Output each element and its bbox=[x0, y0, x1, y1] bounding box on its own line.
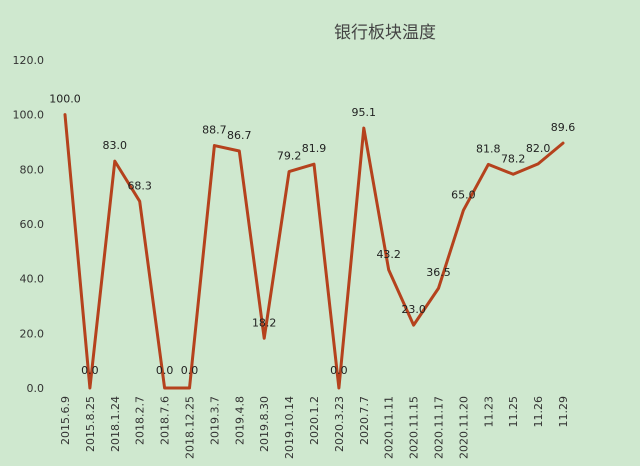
x-tick-label: 11.25 bbox=[507, 396, 520, 428]
x-tick-label: 2018.12.25 bbox=[184, 396, 197, 459]
data-label: 79.2 bbox=[277, 150, 302, 163]
chart-title: 银行板块温度 bbox=[334, 23, 436, 43]
x-tick-label: 2018.1.24 bbox=[109, 396, 122, 452]
data-label: 81.8 bbox=[476, 142, 501, 155]
y-tick-label: 20.0 bbox=[20, 327, 45, 340]
data-label: 88.7 bbox=[202, 124, 227, 137]
y-tick-label: 100.0 bbox=[13, 109, 45, 122]
data-label: 82.0 bbox=[526, 142, 551, 155]
x-tick-label: 2018.2.7 bbox=[134, 396, 147, 445]
data-label: 18.2 bbox=[252, 316, 277, 329]
data-label: 86.7 bbox=[227, 129, 252, 142]
x-tick-label: 2020.7.7 bbox=[358, 396, 371, 445]
y-tick-label: 80.0 bbox=[20, 163, 45, 176]
y-tick-label: 60.0 bbox=[20, 218, 45, 231]
data-label: 100.0 bbox=[49, 93, 81, 106]
x-tick-label: 2020.11.15 bbox=[408, 396, 421, 459]
data-labels: 100.00.083.068.30.0 0.088.7 86.718.279.281… bbox=[49, 93, 575, 377]
x-tick-label: 2020.3.23 bbox=[333, 396, 346, 452]
x-axis: 2015.6.9 2015.8.25 2018.1.24 2018.2.7 2018.7… bbox=[59, 396, 570, 459]
x-tick-label: 2019.8.30 bbox=[258, 396, 271, 452]
data-label: 43.2 bbox=[376, 248, 401, 261]
data-label: 0.0 bbox=[156, 364, 174, 377]
data-label: 78.2 bbox=[501, 152, 526, 165]
data-label: 0.0 bbox=[330, 364, 348, 377]
data-label: 0.0 bbox=[81, 364, 99, 377]
data-label: 89.6 bbox=[551, 121, 576, 134]
data-label: 68.3 bbox=[127, 179, 152, 192]
x-tick-label: 2015.8.25 bbox=[84, 396, 97, 452]
y-tick-label: 0.0 bbox=[27, 382, 45, 395]
x-tick-label: 2019.10.14 bbox=[283, 396, 296, 459]
x-tick-label: 11.29 bbox=[557, 396, 570, 428]
x-tick-label: 2019.4.8 bbox=[233, 396, 246, 445]
x-tick-label: 2020.11.17 bbox=[433, 396, 446, 459]
data-label: 65.0 bbox=[451, 188, 476, 201]
series-line bbox=[63, 113, 565, 390]
data-label: 95.1 bbox=[352, 106, 377, 119]
x-tick-label: 2019.3.7 bbox=[208, 396, 221, 445]
y-tick-label: 120.0 bbox=[13, 54, 45, 67]
x-tick-label: 2020.1.2 bbox=[308, 396, 321, 445]
data-label: 81.9 bbox=[302, 142, 327, 155]
x-tick-label: 2020.11.11 bbox=[383, 396, 396, 459]
x-tick-label: 2015.6.9 bbox=[59, 396, 72, 445]
x-tick-label: 11.26 bbox=[532, 396, 545, 428]
data-label: 23.0 bbox=[401, 303, 426, 316]
x-tick-label: 2018.7.6 bbox=[159, 396, 172, 445]
data-label: 83.0 bbox=[103, 139, 128, 152]
x-tick-label: 11.23 bbox=[482, 396, 495, 428]
y-axis: 0.0 20.0 40.0 60.0 80.0 100.0 120.0 bbox=[13, 54, 45, 395]
y-tick-label: 40.0 bbox=[20, 273, 45, 286]
x-tick-label: 2020.11.20 bbox=[457, 396, 470, 459]
data-label: 36.5 bbox=[426, 266, 451, 279]
data-label: 0.0 bbox=[181, 364, 199, 377]
